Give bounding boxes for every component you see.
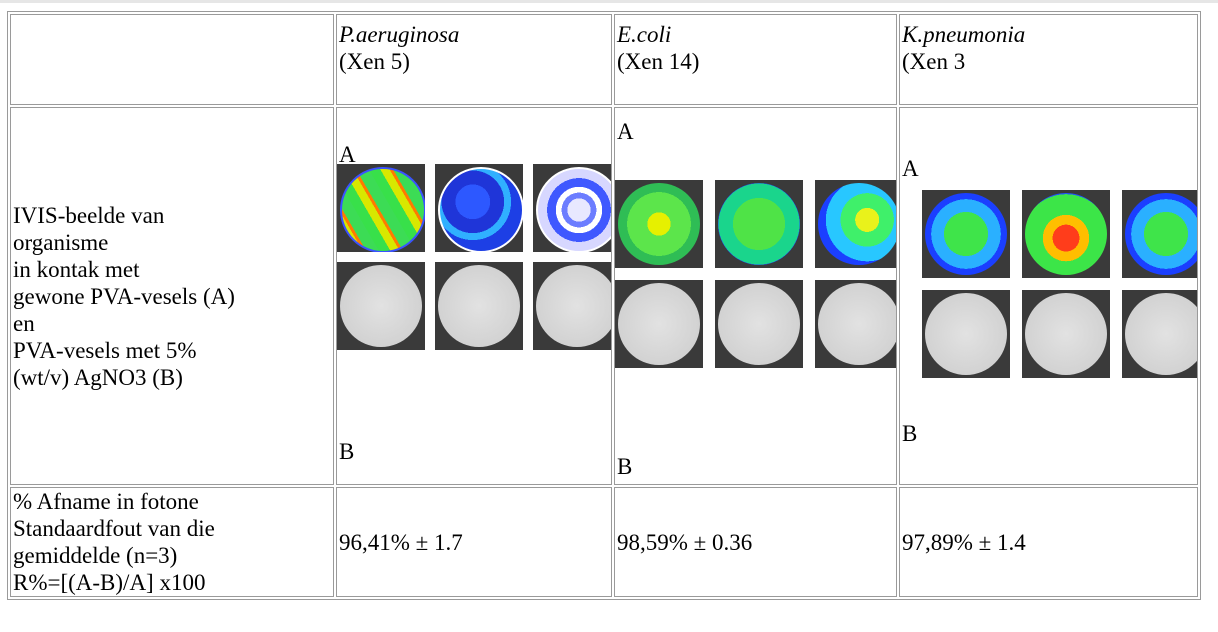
value-p-aeruginosa: 96,41% ± 1.7 bbox=[336, 487, 612, 597]
values-row-label: % Afname in fotone Standaardfout van die… bbox=[10, 487, 334, 597]
ivis-image-a2 bbox=[435, 164, 523, 252]
ivis-image-b2 bbox=[715, 280, 803, 368]
label-a: A bbox=[902, 156, 919, 181]
ivis-image-b2 bbox=[1022, 290, 1110, 378]
label-b: B bbox=[902, 421, 918, 446]
ivis-image-b1 bbox=[922, 290, 1010, 378]
ivis-image-b1 bbox=[337, 262, 425, 350]
ivis-image-a1 bbox=[922, 190, 1010, 278]
label-b: B bbox=[617, 454, 633, 479]
ivis-image-b3 bbox=[1122, 290, 1197, 378]
header-row: P.aeruginosa (Xen 5) E.coli (Xen 14) K.pne… bbox=[10, 14, 1198, 105]
images-row: IVIS-beelde van organisme in kontak met … bbox=[10, 107, 1198, 485]
values-row: % Afname in fotone Standaardfout van die… bbox=[10, 487, 1198, 597]
value-e-coli: 98,59% ± 0.36 bbox=[614, 487, 897, 597]
ivis-image-a3 bbox=[1122, 190, 1197, 278]
images-row-label: IVIS-beelde van organisme in kontak met … bbox=[10, 107, 334, 485]
label-a: A bbox=[339, 142, 356, 167]
ivis-image-b1 bbox=[615, 280, 703, 368]
ivis-image-b3 bbox=[815, 280, 896, 368]
images-k-pneumonia: A B bbox=[899, 107, 1198, 485]
images-e-coli: A B bbox=[614, 107, 897, 485]
ivis-image-b3 bbox=[533, 262, 611, 350]
value-k-pneumonia: 97,89% ± 1.4 bbox=[899, 487, 1198, 597]
images-p-aeruginosa: A B bbox=[336, 107, 612, 485]
header-k-pneumonia: K.pneumonia (Xen 3 bbox=[899, 14, 1198, 105]
header-p-aeruginosa: P.aeruginosa (Xen 5) bbox=[336, 14, 612, 105]
ivis-image-a2 bbox=[715, 180, 803, 268]
header-empty-cell bbox=[10, 14, 334, 105]
ivis-image-a2 bbox=[1022, 190, 1110, 278]
ivis-image-b2 bbox=[435, 262, 523, 350]
ivis-image-a1 bbox=[337, 164, 425, 252]
label-a: A bbox=[617, 119, 634, 144]
ivis-image-grid bbox=[922, 190, 1197, 378]
results-table: P.aeruginosa (Xen 5) E.coli (Xen 14) K.pne… bbox=[7, 11, 1201, 600]
ivis-image-a1 bbox=[615, 180, 703, 268]
header-e-coli: E.coli (Xen 14) bbox=[614, 14, 897, 105]
ivis-image-a3 bbox=[533, 164, 611, 252]
ivis-image-a3 bbox=[815, 180, 896, 268]
ivis-image-grid bbox=[337, 164, 611, 350]
ivis-image-grid bbox=[615, 180, 896, 368]
label-b: B bbox=[339, 439, 355, 464]
